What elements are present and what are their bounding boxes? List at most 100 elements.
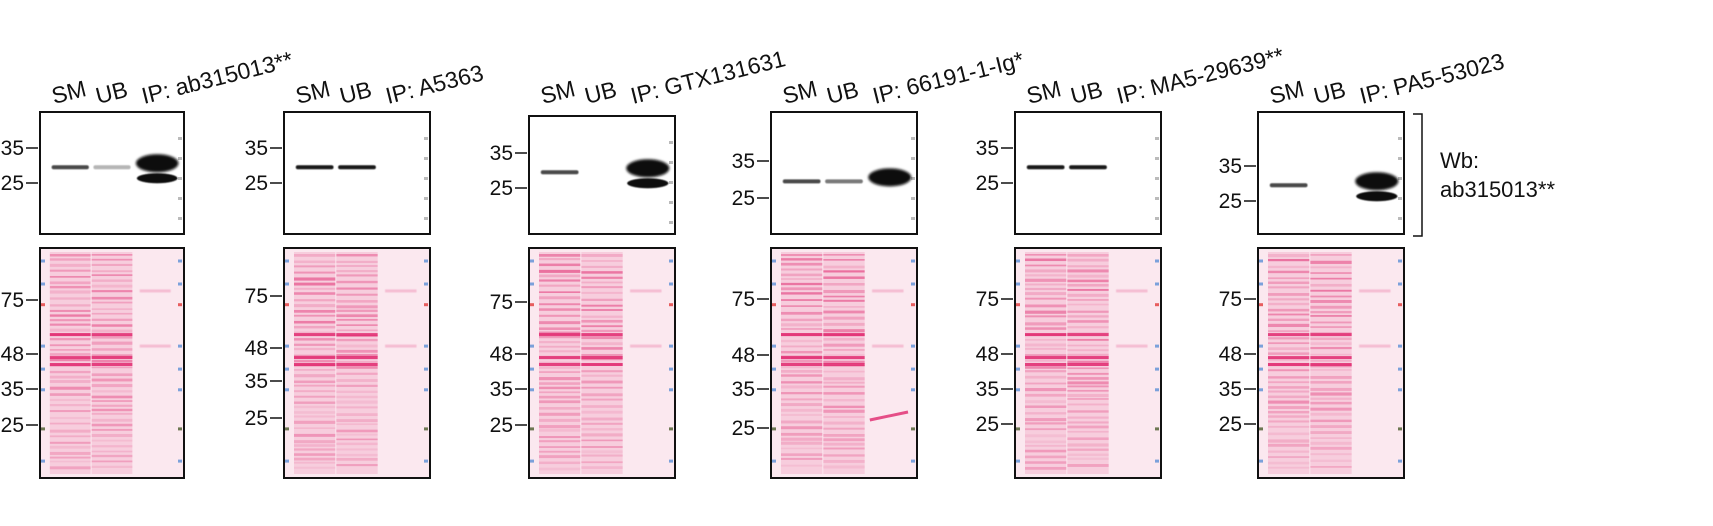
stain-ladder-right xyxy=(911,282,915,286)
stain-band xyxy=(336,329,378,332)
stain-ladder-left xyxy=(530,259,534,263)
stain-ladder-right xyxy=(178,388,182,392)
stain-band xyxy=(336,274,378,277)
stain-band-strong xyxy=(581,333,623,337)
stain-band xyxy=(780,403,823,407)
stain-band xyxy=(1067,421,1109,424)
stain-band xyxy=(1024,400,1067,404)
stain-band xyxy=(336,419,378,423)
stain-band xyxy=(1267,390,1310,393)
stain-band xyxy=(780,441,823,445)
stain-band xyxy=(1024,449,1067,453)
stain-ladder-left xyxy=(1016,344,1020,348)
stain-band xyxy=(1067,448,1109,451)
stain-band xyxy=(1267,323,1310,328)
ladder-mark xyxy=(669,161,673,164)
stain-ladder-right xyxy=(424,427,428,431)
ladder-mark xyxy=(424,157,428,160)
stain-ladder-right xyxy=(424,282,428,286)
stain-ladder-right xyxy=(178,427,182,431)
stain-ladder-right xyxy=(911,367,915,371)
stain-ladder-right xyxy=(1155,259,1159,263)
stain-band xyxy=(780,323,823,327)
stain-band xyxy=(581,428,623,431)
stain-band xyxy=(91,341,133,345)
stain-band xyxy=(1024,461,1067,464)
stain-band xyxy=(293,411,336,414)
stain-ladder-right xyxy=(424,367,428,371)
western-blot-box xyxy=(283,111,431,235)
stain-band xyxy=(336,309,378,312)
stain-band xyxy=(1267,376,1310,379)
stain-band xyxy=(780,426,823,430)
stain-band xyxy=(49,466,91,470)
stain-band xyxy=(538,303,581,306)
stain-band xyxy=(538,467,581,471)
stain-band-ip xyxy=(630,289,662,293)
stain-band xyxy=(538,274,581,278)
stain-band xyxy=(336,413,378,416)
stain-band xyxy=(823,282,865,286)
stain-band xyxy=(780,311,823,315)
stain-band xyxy=(780,278,823,280)
stain-band xyxy=(1024,428,1067,431)
stain-band xyxy=(1024,382,1067,385)
blot-panel-1: SM UB IP: ab315013** 35 25 75 48 35 25 xyxy=(1,46,295,479)
stain-band xyxy=(1267,352,1310,355)
stain-band xyxy=(581,417,623,421)
wb-band-sm xyxy=(1026,165,1065,170)
stain-band xyxy=(1067,338,1109,341)
stain-band xyxy=(293,453,336,456)
stain-band xyxy=(1067,293,1109,297)
stain-marker-48: 48 xyxy=(1219,343,1242,366)
stain-band xyxy=(1267,456,1310,459)
stain-band xyxy=(336,448,378,451)
stain-band-strong xyxy=(1310,356,1352,360)
stain-band xyxy=(1267,410,1310,414)
stain-ladder-left xyxy=(530,303,534,307)
stain-band xyxy=(1067,367,1109,370)
stain-band xyxy=(823,360,865,364)
stain-band xyxy=(49,393,91,396)
stain-band xyxy=(538,395,581,399)
stain-band xyxy=(823,354,865,357)
stain-band-ip xyxy=(139,344,171,348)
wb-marker-25: 25 xyxy=(490,177,513,200)
stain-band xyxy=(1267,342,1310,345)
stain-band-ip-heavy-chain xyxy=(869,410,909,422)
stain-band xyxy=(581,410,623,414)
stain-band xyxy=(49,254,91,257)
stain-ladder-right xyxy=(669,259,673,263)
stain-band xyxy=(293,347,336,351)
stain-band xyxy=(91,428,133,431)
stain-marker-35: 35 xyxy=(1,378,24,401)
stain-band xyxy=(1024,440,1067,444)
wb-marker-35: 35 xyxy=(490,142,513,165)
stain-band xyxy=(1267,308,1310,312)
stain-band xyxy=(336,305,378,309)
stain-band xyxy=(49,370,91,374)
stain-band xyxy=(1267,443,1310,447)
stain-band xyxy=(1024,444,1067,447)
stain-band xyxy=(91,274,133,277)
stain-band xyxy=(49,314,91,317)
stain-band xyxy=(49,290,91,294)
wb-band-ip-lower xyxy=(1356,191,1398,202)
stain-ladder-right xyxy=(178,344,182,348)
stain-ladder-right xyxy=(911,427,915,431)
stain-band xyxy=(293,369,336,371)
wb-band-ip-upper xyxy=(135,154,179,173)
stain-band xyxy=(1024,393,1067,397)
stain-band-strong xyxy=(538,333,581,337)
stain-band xyxy=(1067,437,1109,441)
stain-band xyxy=(91,408,133,412)
stain-band xyxy=(91,335,133,339)
stain-band xyxy=(91,359,133,363)
stain-band xyxy=(780,447,823,450)
stain-band xyxy=(780,273,823,277)
stain-ladder-right xyxy=(424,388,428,392)
stain-band xyxy=(1067,403,1109,406)
stain-ladder-right xyxy=(1155,388,1159,392)
stain-band xyxy=(1267,337,1310,340)
stain-band xyxy=(581,433,623,437)
